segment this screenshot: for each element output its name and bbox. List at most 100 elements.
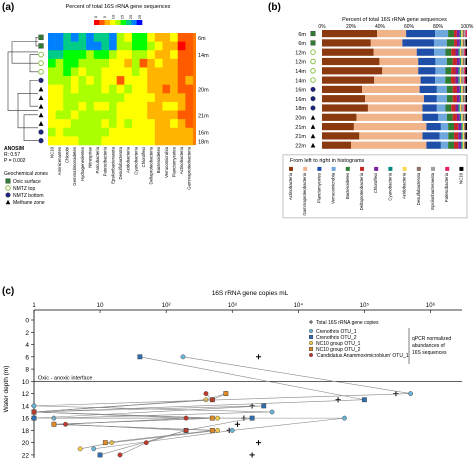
zone-marker	[38, 77, 44, 83]
data-point	[31, 415, 37, 421]
bar-row-marker	[310, 124, 316, 129]
heatmap-cell	[48, 50, 56, 60]
heatmap-cell	[116, 58, 125, 68]
bar-segment	[423, 95, 437, 103]
bar-segment	[459, 76, 462, 84]
x-tick-label: 10⁴	[294, 302, 304, 309]
heatmap-cell	[162, 76, 171, 85]
bar-segment	[422, 132, 440, 140]
heatmap-cell	[131, 101, 140, 111]
legend-marker	[309, 329, 314, 334]
bar-segment	[462, 141, 465, 149]
bar-segment	[464, 123, 466, 131]
heatmap-cell	[170, 110, 179, 120]
heatmap-cell	[86, 127, 95, 137]
bar-segment	[456, 85, 460, 93]
heatmap-cell	[93, 33, 102, 42]
bar-segment	[458, 123, 462, 131]
bar-segment	[322, 95, 366, 103]
heatmap-cell	[70, 119, 79, 129]
heatmap-cell	[139, 33, 148, 42]
colorbar-tick: 10	[111, 14, 116, 19]
heatmap-cell	[124, 41, 133, 51]
bar-segment	[459, 30, 462, 38]
bar-segment	[465, 85, 467, 93]
heatmap-cell	[70, 41, 79, 51]
heatmap-cell	[109, 50, 117, 60]
heatmap-cell	[55, 136, 64, 146]
bar-segment	[448, 132, 455, 140]
colorbar-tick: 25	[137, 14, 142, 19]
heatmap-cell	[48, 101, 56, 111]
column-label: Aminicenantes	[57, 147, 62, 175]
bar-legend-label: Epsilonbacteraeota	[430, 172, 435, 209]
bar-row-label: 12m	[295, 50, 306, 56]
zone-marker	[38, 103, 44, 109]
heatmap-cell	[162, 33, 171, 42]
heatmap-cell	[48, 127, 56, 137]
interface-label: Oxic - anoxic interface	[38, 375, 92, 381]
bar-segment	[465, 67, 467, 75]
data-point	[342, 415, 347, 421]
heatmap-cell	[101, 50, 110, 60]
heatmap-cell	[154, 110, 163, 120]
bar-segment	[464, 132, 466, 140]
heatmap-cell	[101, 101, 110, 111]
heatmap-cell	[48, 136, 56, 146]
panel-c-label: (c)	[2, 286, 14, 297]
column-label: Deltaproteobacteria	[149, 146, 154, 184]
heatmap-cell	[124, 119, 133, 129]
bar-legend-label: Desulfobacterota	[416, 172, 421, 205]
heatmap-cell	[185, 119, 194, 129]
heatmap-cell	[70, 110, 79, 120]
bar-segment	[436, 95, 447, 103]
bar-row-label: 6m	[298, 41, 306, 47]
bar-segment	[461, 39, 463, 47]
y-tick-label: 2	[25, 330, 29, 337]
heatmap-cell	[86, 50, 95, 60]
bar-segment	[422, 113, 439, 121]
data-point	[31, 403, 37, 409]
bar-segment	[462, 95, 465, 103]
bar-legend-label: Acidobacteria	[402, 172, 407, 199]
heatmap-cell	[70, 33, 79, 42]
heatmap-cell	[131, 67, 140, 77]
data-point	[209, 397, 215, 403]
bar-segment	[446, 39, 455, 47]
data-point	[183, 427, 189, 433]
bar-segment	[459, 57, 462, 66]
heatmap-cell	[101, 41, 110, 51]
bar-legend-swatch	[374, 166, 379, 171]
zone-marker	[38, 51, 44, 58]
bar-segment	[374, 76, 421, 84]
bar-segment	[462, 85, 465, 93]
bar-segment	[445, 48, 452, 56]
zone-marker	[38, 43, 44, 49]
colorbar-segment	[136, 20, 143, 25]
bar-segment	[453, 30, 457, 38]
legend-marker	[309, 347, 314, 352]
heatmap-cell	[55, 93, 64, 103]
heatmap-cell	[131, 127, 140, 137]
bar-segment	[453, 141, 459, 149]
heatmap-cell	[124, 50, 133, 60]
heatmap-cell	[86, 136, 95, 146]
heatmap-cell	[162, 127, 171, 137]
heatmap-cell	[116, 119, 125, 129]
zone-marker	[38, 112, 44, 118]
heatmap-cell	[93, 84, 102, 94]
y-tick-label: 18	[22, 428, 30, 435]
bar-segment	[461, 132, 463, 140]
x-tick-label: 100%	[461, 24, 474, 30]
x-tick-label: 10	[97, 303, 104, 309]
heatmap-cell	[78, 93, 87, 103]
bar-segment	[322, 104, 368, 112]
bar-segment	[462, 48, 465, 56]
x-tick-label: 10⁶	[426, 302, 436, 309]
bar-segment	[459, 48, 462, 56]
heatmap-cell	[124, 58, 133, 68]
heatmap-cell	[154, 50, 163, 60]
bar-segment	[465, 141, 467, 149]
heatmap-cell	[139, 41, 148, 51]
heatmap-cell	[55, 76, 64, 85]
